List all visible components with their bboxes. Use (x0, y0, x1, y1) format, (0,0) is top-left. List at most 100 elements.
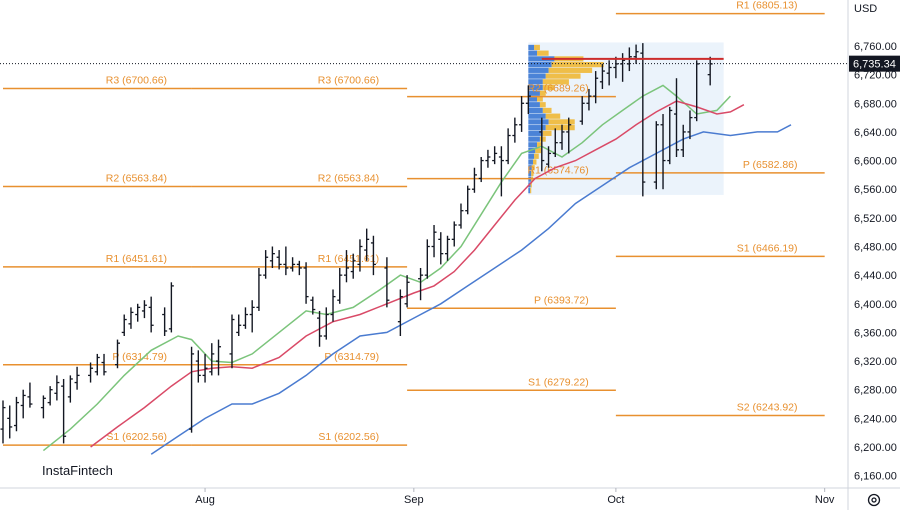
vp-bar-buy (528, 136, 540, 142)
vp-bar-sell (548, 119, 575, 125)
ohlc-bar (566, 117, 572, 154)
watermark-logo: InstaFintech (36, 461, 119, 480)
pivot-label: R1 (6451.61) (106, 253, 167, 265)
ohlc-bar (451, 221, 457, 247)
ohlc-bar (438, 232, 444, 265)
ohlc-bar (202, 353, 208, 383)
pivot-label: S1 (6202.56) (106, 431, 167, 443)
ohlc-bar (27, 382, 33, 408)
gear-icon[interactable] (866, 492, 882, 508)
vp-bar-sell (539, 136, 546, 142)
vp-bar-buy (528, 67, 549, 73)
pivot-label: S2 (6243.92) (737, 402, 798, 414)
vp-bar-buy (528, 56, 555, 62)
x-tick-label: Sep (404, 494, 424, 506)
ohlc-bar (384, 257, 390, 308)
ohlc-bar (633, 44, 639, 64)
vp-bar-sell (542, 107, 552, 114)
pivot-label: R2 (6563.84) (106, 172, 167, 184)
ohlc-bar (640, 43, 646, 197)
ohlc-bar (593, 71, 599, 104)
ohlc-bar (296, 260, 302, 276)
ohlc-bar (404, 275, 410, 308)
ohlc-bar (445, 235, 451, 261)
currency-selector[interactable]: USD (854, 3, 878, 15)
vp-bar-buy (528, 170, 532, 177)
pivot-label: S1 (6279.22) (528, 376, 589, 388)
ohlc-bar (303, 262, 309, 304)
ohlc-bar (546, 146, 552, 168)
vp-bar-sell (534, 153, 539, 159)
ohlc-bar (357, 239, 363, 272)
y-tick-label: 6,520.00 (854, 213, 897, 225)
ohlc-bar (674, 78, 679, 157)
ohlc-bar (680, 124, 686, 157)
vp-bar-sell (551, 62, 604, 68)
ohlc-bar (586, 88, 592, 111)
last-price-label: 6,735.34 (853, 59, 896, 71)
y-tick-label: 6,400.00 (854, 299, 897, 311)
vp-bar-sell (532, 159, 537, 165)
ohlc-bar (54, 375, 60, 401)
ohlc-bar (0, 400, 6, 444)
y-tick-label: 6,200.00 (854, 442, 897, 454)
ohlc-bar (242, 307, 248, 329)
vp-bar-buy (528, 107, 543, 114)
ohlc-bar (148, 296, 154, 333)
pivot-label: S1 (6466.19) (737, 242, 798, 254)
pivot-label: P (6582.86) (743, 159, 798, 171)
ohlc-bar (101, 353, 107, 376)
ohlc-bar (88, 362, 94, 383)
x-tick-label: Nov (815, 494, 835, 506)
y-tick-label: 6,160.00 (854, 471, 897, 483)
ohlc-bar (216, 339, 222, 376)
vp-bar-sell (531, 165, 535, 171)
ohlc-bar (431, 225, 437, 258)
ohlc-bar (505, 128, 511, 165)
y-tick-label: 6,720.00 (854, 70, 897, 82)
pivot-label: R1 (6451.61) (318, 253, 379, 265)
vp-bar-buy (528, 79, 543, 85)
ohlc-bar (465, 185, 471, 215)
y-tick-label: 6,760.00 (854, 41, 897, 53)
vp-bar-buy (528, 90, 540, 96)
vp-bar-buy (528, 44, 535, 51)
vp-bar-buy (528, 125, 546, 131)
ohlc-bar (229, 314, 235, 369)
ohlc-bar (478, 156, 484, 183)
ohlc-bar (269, 246, 275, 268)
ohlc-bar (290, 257, 296, 272)
x-tick-label: Oct (607, 494, 624, 506)
pivot-label: P (6393.72) (534, 294, 589, 306)
vp-bar-sell (539, 102, 546, 108)
pivot-label: P (6314.79) (324, 351, 379, 363)
pivot-levels: R1 (6805.13) R3 (6700.66) R3 (6700.66) R2 (… (3, 0, 825, 446)
ohlc-bar (263, 250, 269, 279)
y-tick-label: 6,560.00 (854, 184, 897, 196)
ohlc-bar (579, 96, 585, 125)
ohlc-bar (47, 386, 53, 406)
ohlc-bar (40, 395, 46, 419)
vp-bar-buy (528, 142, 538, 148)
y-tick-label: 6,280.00 (854, 385, 897, 397)
vp-bar-buy (528, 96, 538, 102)
ohlc-bar (498, 146, 504, 197)
ohlc-bar (606, 60, 612, 86)
ohlc-bar (485, 149, 491, 168)
ohlc-bar (135, 303, 141, 322)
ohlc-bar (276, 250, 282, 270)
ohlc-bar (162, 307, 168, 337)
vp-bar-sell (530, 182, 532, 188)
y-tick-label: 6,600.00 (854, 156, 897, 168)
vp-bar-sell (542, 79, 569, 85)
ohlc-bar (61, 378, 67, 444)
vp-bar-sell (545, 113, 561, 119)
vp-bar-buy (528, 84, 543, 91)
y-tick-label: 6,320.00 (854, 356, 897, 368)
vp-bar-buy (528, 102, 540, 108)
vp-bar-sell (542, 84, 555, 91)
y-tick-label: 6,240.00 (854, 413, 897, 425)
vp-bar-sell (539, 90, 546, 96)
